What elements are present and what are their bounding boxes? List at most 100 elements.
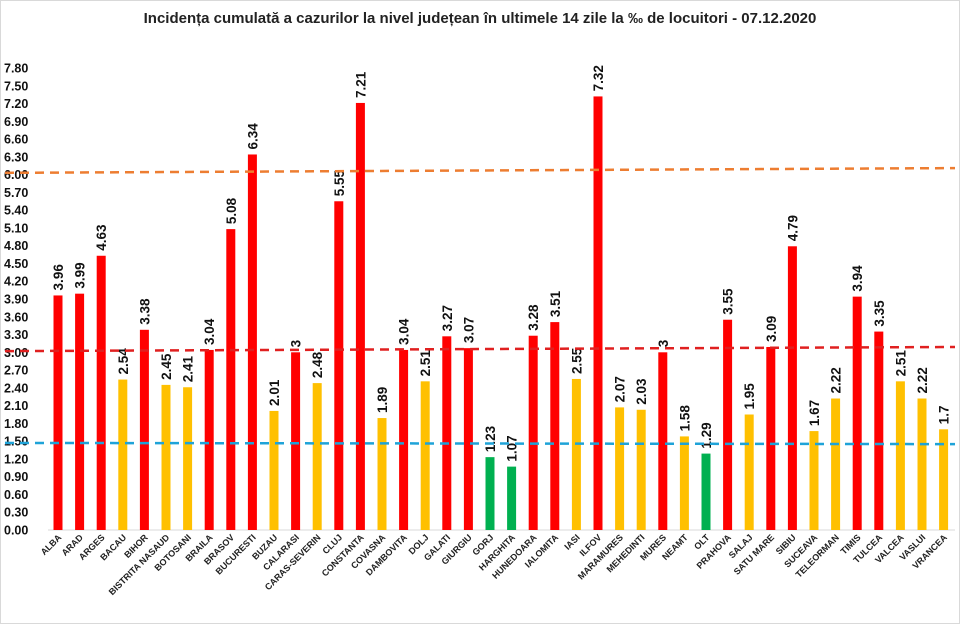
- data-label: 3.07: [461, 317, 476, 343]
- bar-bucuresti: [247, 154, 257, 530]
- y-tick-label: 6.30: [4, 150, 28, 164]
- data-label: 3.99: [73, 262, 88, 288]
- bar-caras-severin: [312, 383, 322, 530]
- bar-buzau: [269, 410, 279, 530]
- data-label: 3.35: [872, 300, 887, 327]
- data-label: 5.55: [332, 170, 347, 197]
- data-label: 6.34: [245, 123, 260, 150]
- bar-arad: [75, 293, 85, 530]
- data-label: 1.23: [483, 425, 498, 452]
- reference-line: [4, 441, 956, 446]
- bar-brasov: [226, 229, 236, 530]
- y-tick-label: 3.30: [4, 328, 28, 342]
- data-label: 5.08: [224, 197, 239, 224]
- data-label: 1.67: [807, 400, 822, 426]
- bar-prahova: [723, 319, 733, 530]
- y-tick-label: 1.20: [4, 452, 28, 466]
- y-tick-label: 0.30: [4, 506, 28, 520]
- bar-gorj: [485, 457, 495, 530]
- data-label: 2.51: [418, 350, 433, 377]
- data-label: 3.28: [526, 304, 541, 331]
- y-tick-label: 2.10: [4, 399, 28, 413]
- data-label: 1.89: [375, 387, 390, 413]
- data-label: 2.07: [613, 376, 628, 402]
- y-tick-label: 2.70: [4, 364, 28, 378]
- bar-cluj: [334, 201, 344, 530]
- bar-valcea: [895, 381, 905, 530]
- bar-bihor: [139, 329, 149, 530]
- data-label: 2.01: [267, 379, 282, 406]
- bar-mures: [658, 352, 668, 530]
- data-label: 1.58: [677, 405, 692, 432]
- bar-neamt: [679, 436, 689, 530]
- data-label: 3.04: [202, 318, 217, 345]
- bar-hunedoara: [528, 335, 538, 530]
- data-label: 3.51: [548, 290, 563, 317]
- bar-sibiu: [787, 246, 797, 531]
- y-tick-label: 3.00: [4, 346, 28, 360]
- bar-iasi: [571, 378, 581, 530]
- y-tick-label: 4.80: [4, 239, 28, 253]
- data-label: 4.63: [94, 224, 109, 251]
- bar-vrancea: [939, 429, 949, 530]
- y-tick-label: 7.50: [4, 79, 28, 93]
- y-tick-label: 0.90: [4, 470, 28, 484]
- reference-line: [4, 345, 956, 353]
- bar-teleorman: [831, 398, 841, 530]
- y-tick-label: 6.00: [4, 168, 28, 182]
- y-tick-label: 7.80: [4, 62, 28, 76]
- y-tick-label: 5.70: [4, 186, 28, 200]
- data-label: 2.22: [829, 367, 844, 393]
- bar-olt: [701, 453, 711, 530]
- data-label: 3.96: [51, 264, 66, 291]
- data-label: 1.07: [505, 435, 520, 461]
- bar-harghita: [507, 466, 517, 530]
- y-tick-label: 0.60: [4, 488, 28, 502]
- data-label: 4.79: [785, 215, 800, 241]
- data-label: 3.94: [850, 265, 865, 292]
- bar-dolj: [420, 381, 430, 530]
- data-label: 3.09: [764, 316, 779, 342]
- bar-ialomita: [550, 322, 560, 530]
- data-label: 2.51: [893, 350, 908, 377]
- bar-mehedinti: [636, 409, 646, 530]
- x-tick-label: ALBA: [39, 532, 64, 557]
- bar-galati: [442, 336, 452, 530]
- bar-calarasi: [291, 352, 301, 530]
- y-tick-label: 5.10: [4, 221, 28, 235]
- data-label: 1.95: [742, 383, 757, 410]
- y-tick-label: 1.80: [4, 417, 28, 431]
- y-tick-label: 3.60: [4, 310, 28, 324]
- bar-salaj: [744, 414, 754, 530]
- bar-vaslui: [917, 398, 927, 530]
- y-tick-label: 3.90: [4, 293, 28, 307]
- chart-title: Incidența cumulată a cazurilor la nivel …: [143, 10, 817, 27]
- bar-tulcea: [874, 331, 884, 530]
- y-tick-label: 4.50: [4, 257, 28, 271]
- bar-satu-mare: [766, 346, 776, 530]
- bar-arges: [96, 255, 106, 530]
- bar-timis: [852, 296, 862, 530]
- data-label: 3: [656, 339, 671, 347]
- data-label: 1.29: [699, 422, 714, 448]
- y-tick-label: 5.40: [4, 204, 28, 218]
- data-label: 2.55: [569, 347, 584, 374]
- data-label: 2.22: [915, 367, 930, 393]
- data-label: 7.21: [353, 71, 368, 98]
- y-tick-label: 6.90: [4, 115, 28, 129]
- data-label: 2.48: [310, 351, 325, 378]
- bar-braila: [204, 349, 214, 530]
- y-tick-label: 4.20: [4, 275, 28, 289]
- data-label: 3.27: [440, 305, 455, 331]
- y-tick-label: 2.40: [4, 381, 28, 395]
- bar-bistrita-nasaud: [161, 384, 171, 530]
- y-tick-label: 6.60: [4, 133, 28, 147]
- y-tick-label: 7.20: [4, 97, 28, 111]
- bar-alba: [53, 295, 63, 530]
- data-label: 1.7: [937, 406, 952, 425]
- bar-suceava: [809, 431, 819, 530]
- data-label: 3: [289, 339, 304, 347]
- data-label: 2.54: [116, 348, 131, 375]
- data-label: 2.45: [159, 353, 174, 380]
